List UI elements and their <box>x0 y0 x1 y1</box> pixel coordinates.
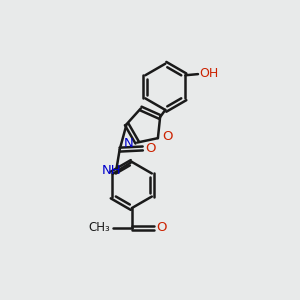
Text: O: O <box>162 130 172 143</box>
Text: O: O <box>156 221 166 234</box>
Text: CH₃: CH₃ <box>88 221 110 234</box>
Text: N: N <box>123 137 133 150</box>
Text: OH: OH <box>199 67 218 80</box>
Text: NH: NH <box>102 164 122 177</box>
Text: O: O <box>145 142 156 155</box>
